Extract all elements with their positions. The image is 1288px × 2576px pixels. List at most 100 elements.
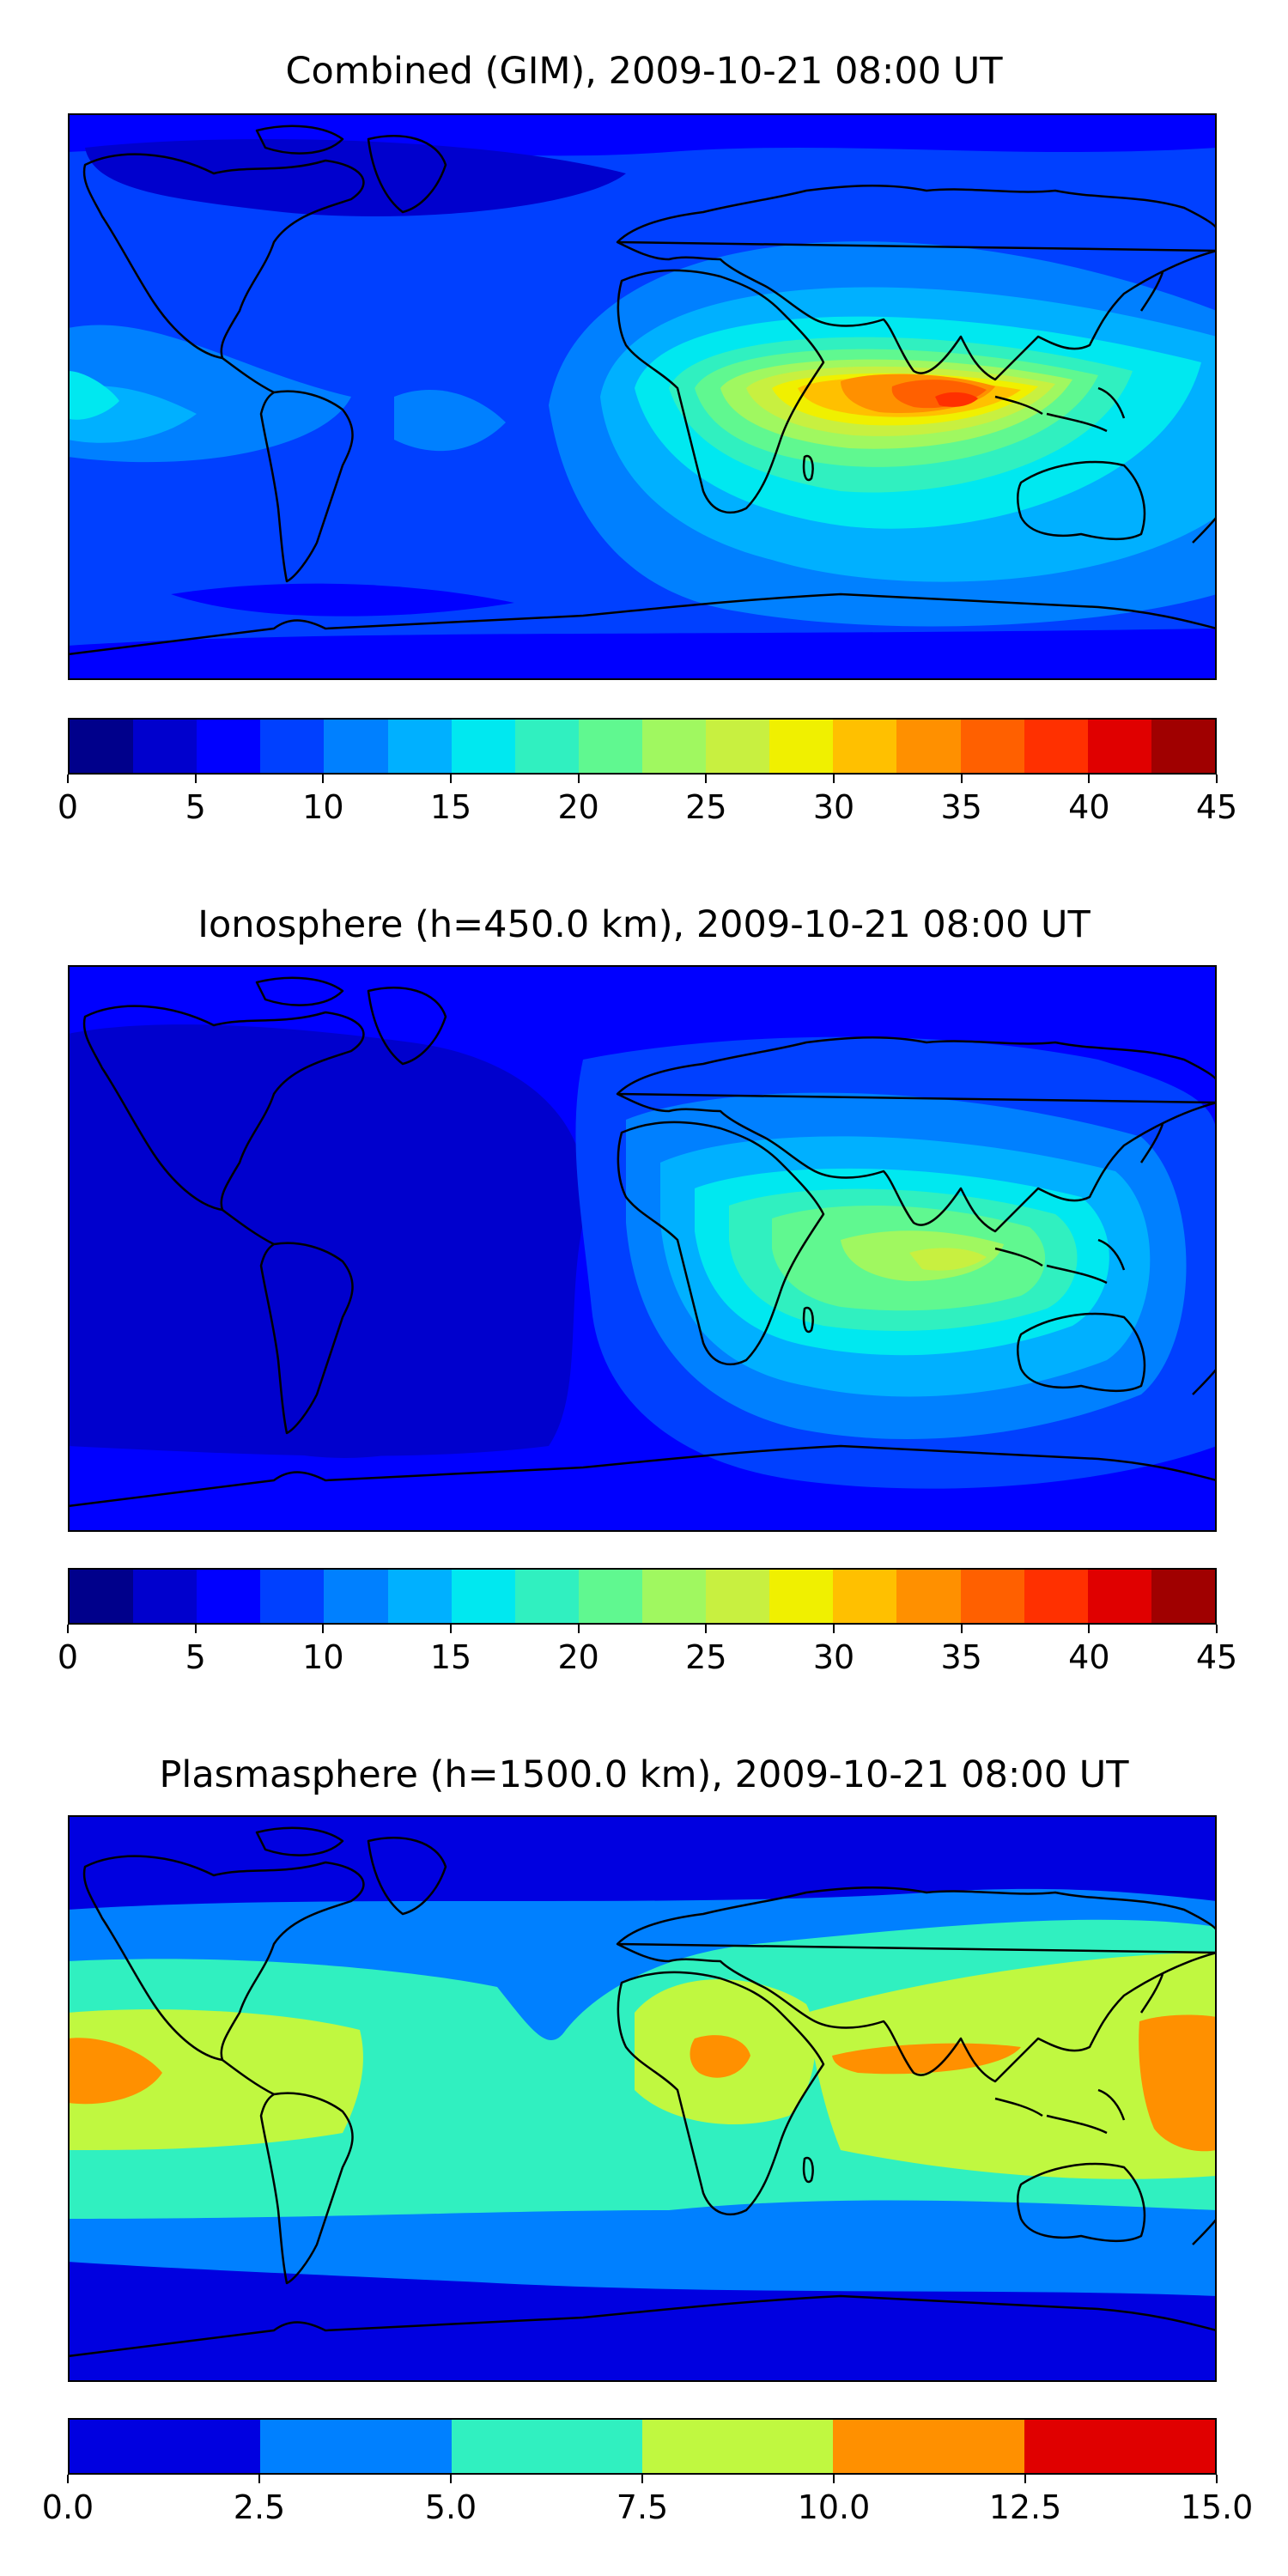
colorbar-tick-mark [450,1625,452,1633]
colorbar-tick-mark [960,1625,963,1633]
colorbar-tick-mark [705,1625,708,1633]
colorbar-tick-mark [1216,775,1218,783]
plasmasphere-colorbar-ticks: 0.0 2.5 5.0 7.5 10.0 12.5 15.0 [42,2475,1253,2526]
combined-map [68,113,1217,680]
colorbar-segment [324,720,388,773]
colorbar-tick-label: 20 [557,1638,599,1676]
colorbar-segment [260,2420,452,2473]
combined-colorbar [68,718,1217,775]
colorbar-tick-mark [1088,1625,1091,1633]
colorbar-tick-mark [450,2475,452,2483]
colorbar-segment [70,2420,261,2473]
colorbar-tick-label: 0 [57,1638,79,1676]
colorbar-tick-mark [1216,2475,1218,2483]
colorbar-segment [324,1570,388,1623]
colorbar-tick-label: 0.0 [41,2488,94,2526]
colorbar-tick-mark [194,1625,197,1633]
colorbar-tick-label: 2.5 [233,2488,286,2526]
colorbar-segment [451,2420,642,2473]
colorbar-tick-mark [833,2475,835,2483]
colorbar-tick-mark [1088,775,1091,783]
colorbar-segment [833,1570,897,1623]
colorbar-tick-mark [67,1625,69,1633]
colorbar-tick-mark [258,2475,260,2483]
colorbar-tick-mark [577,1625,580,1633]
colorbar-tick-label: 25 [685,788,727,826]
colorbar-tick-mark [450,775,452,783]
colorbar-tick-label: 10 [302,1638,344,1676]
colorbar-segment [833,2420,1024,2473]
colorbar-segment [70,720,134,773]
colorbar-segment [641,1570,707,1623]
colorbar-segment [70,1570,134,1623]
colorbar-tick-mark [833,775,835,783]
ionosphere-map [68,965,1217,1532]
colorbar-tick-label: 15 [429,788,472,826]
colorbar-segment [1024,1570,1088,1623]
colorbar-segment [578,720,642,773]
colorbar-tick-label: 5 [185,788,206,826]
colorbar-tick-label: 45 [1195,788,1238,826]
colorbar-tick-label: 45 [1195,1638,1238,1676]
combined-colorbar-ticks: 0 5 10 15 20 25 30 35 40 45 [58,775,1237,826]
colorbar-segment [1151,1570,1215,1623]
colorbar-segment [1024,720,1088,773]
colorbar-segment [1087,720,1151,773]
colorbar-tick-mark [322,1625,325,1633]
colorbar-segment [387,720,452,773]
colorbar-tick-label: 35 [940,1638,982,1676]
colorbar-segment [706,720,770,773]
ionosphere-colorbar [68,1568,1217,1625]
colorbar-segment [514,1570,579,1623]
colorbar-tick-label: 15 [429,1638,472,1676]
colorbar-segment [896,1570,961,1623]
colorbar-tick-mark [641,2475,643,2483]
colorbar-segment [387,1570,452,1623]
colorbar-tick-mark [960,775,963,783]
colorbar-segment [641,720,707,773]
plasmasphere-map [68,1815,1217,2382]
colorbar-segment [1024,2420,1215,2473]
colorbar-segment [1087,1570,1151,1623]
plasmasphere-colorbar [68,2418,1217,2475]
colorbar-segment [578,1570,642,1623]
colorbar-segment [451,720,515,773]
colorbar-segment [197,720,261,773]
colorbar-segment [260,720,325,773]
colorbar-tick-label: 10 [302,788,344,826]
colorbar-tick-mark [705,775,708,783]
colorbar-segment [960,1570,1024,1623]
plasmasphere-map-title: Plasmasphere (h=1500.0 km), 2009-10-21 0… [159,1753,1129,1796]
colorbar-segment [960,720,1024,773]
colorbar-segment [833,720,897,773]
colorbar-tick-label: 12.5 [988,2488,1062,2526]
colorbar-tick-label: 30 [812,788,855,826]
colorbar-tick-mark [67,775,69,783]
colorbar-segment [1151,720,1215,773]
colorbar-segment [133,1570,197,1623]
colorbar-segment [641,2420,834,2473]
colorbar-tick-mark [67,2475,69,2483]
colorbar-tick-label: 35 [940,788,982,826]
colorbar-segment [769,1570,834,1623]
ionosphere-colorbar-ticks: 0 5 10 15 20 25 30 35 40 45 [58,1625,1237,1676]
colorbar-tick-label: 15.0 [1180,2488,1254,2526]
colorbar-segment [451,1570,515,1623]
colorbar-segment [197,1570,261,1623]
colorbar-tick-label: 30 [812,1638,855,1676]
colorbar-tick-label: 10.0 [797,2488,871,2526]
colorbar-segment [769,720,834,773]
combined-map-title: Combined (GIM), 2009-10-21 08:00 UT [285,50,1003,93]
colorbar-segment [133,720,197,773]
colorbar-tick-label: 20 [557,788,599,826]
colorbar-tick-label: 25 [685,1638,727,1676]
colorbar-tick-mark [1216,1625,1218,1633]
ionosphere-map-title: Ionosphere (h=450.0 km), 2009-10-21 08:0… [197,903,1091,946]
colorbar-tick-mark [322,775,325,783]
colorbar-tick-label: 5.0 [424,2488,477,2526]
colorbar-tick-label: 7.5 [616,2488,669,2526]
colorbar-segment [896,720,961,773]
colorbar-tick-label: 40 [1068,1638,1110,1676]
colorbar-segment [260,1570,325,1623]
colorbar-tick-mark [577,775,580,783]
